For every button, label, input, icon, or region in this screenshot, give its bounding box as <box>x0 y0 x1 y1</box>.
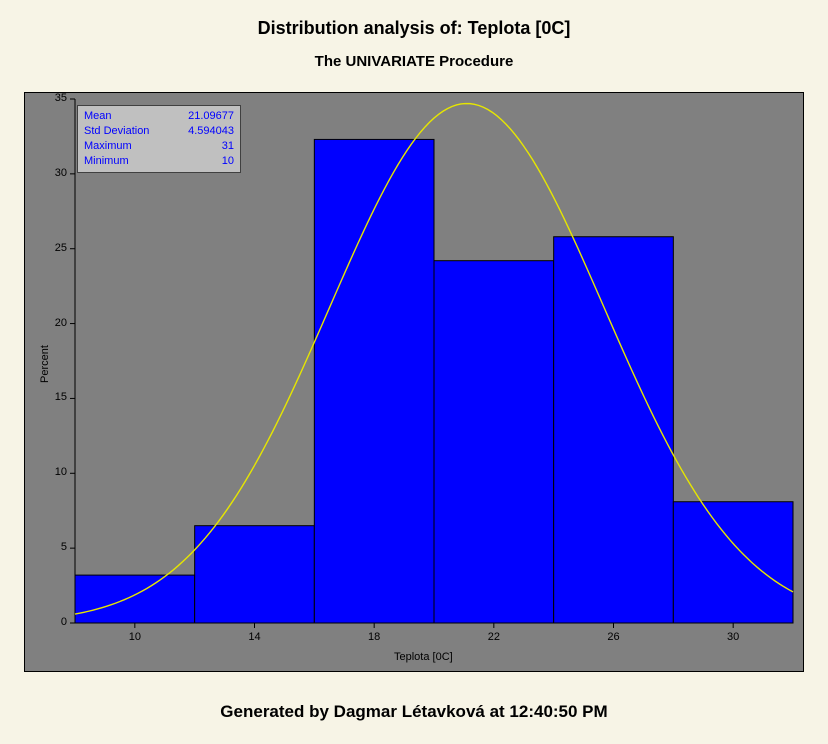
stats-row: Std Deviation 4.594043 <box>84 124 234 139</box>
stats-label: Minimum <box>84 154 129 169</box>
histogram-plot <box>25 93 803 671</box>
y-tick-label: 20 <box>49 317 67 329</box>
page-title: Distribution analysis of: Teplota [0C] <box>0 0 828 39</box>
y-tick-label: 35 <box>49 92 67 104</box>
x-tick-label: 18 <box>362 631 386 643</box>
stats-value: 31 <box>222 139 234 154</box>
y-tick-label: 25 <box>49 242 67 254</box>
y-tick-label: 10 <box>49 466 67 478</box>
chart-panel: Percent Teplota [0C] Mean21.09677Std Dev… <box>24 92 804 672</box>
stats-label: Std Deviation <box>84 124 149 139</box>
x-axis-label: Teplota [0C] <box>394 651 453 663</box>
y-axis-label: Percent <box>39 345 51 383</box>
y-tick-label: 0 <box>49 616 67 628</box>
stats-row: Maximum 31 <box>84 139 234 154</box>
stats-label: Mean <box>84 109 112 124</box>
x-tick-label: 10 <box>123 631 147 643</box>
y-tick-label: 30 <box>49 167 67 179</box>
x-tick-label: 14 <box>243 631 267 643</box>
stats-row: Mean 21.09677 <box>84 109 234 124</box>
stats-value: 21.09677 <box>188 109 234 124</box>
stats-value: 10 <box>222 154 234 169</box>
stats-value: 4.594043 <box>188 124 234 139</box>
stats-box: Mean21.09677Std Deviation4.594043Maximum… <box>77 105 241 173</box>
x-tick-label: 26 <box>602 631 626 643</box>
stats-row: Minimum 10 <box>84 154 234 169</box>
x-tick-label: 30 <box>721 631 745 643</box>
stats-label: Maximum <box>84 139 132 154</box>
y-tick-label: 15 <box>49 391 67 403</box>
page-subtitle: The UNIVARIATE Procedure <box>0 39 828 70</box>
page-footer: Generated by Dagmar Létavková at 12:40:5… <box>0 702 828 722</box>
x-tick-label: 22 <box>482 631 506 643</box>
page: Distribution analysis of: Teplota [0C] T… <box>0 0 828 744</box>
y-tick-label: 5 <box>49 541 67 553</box>
